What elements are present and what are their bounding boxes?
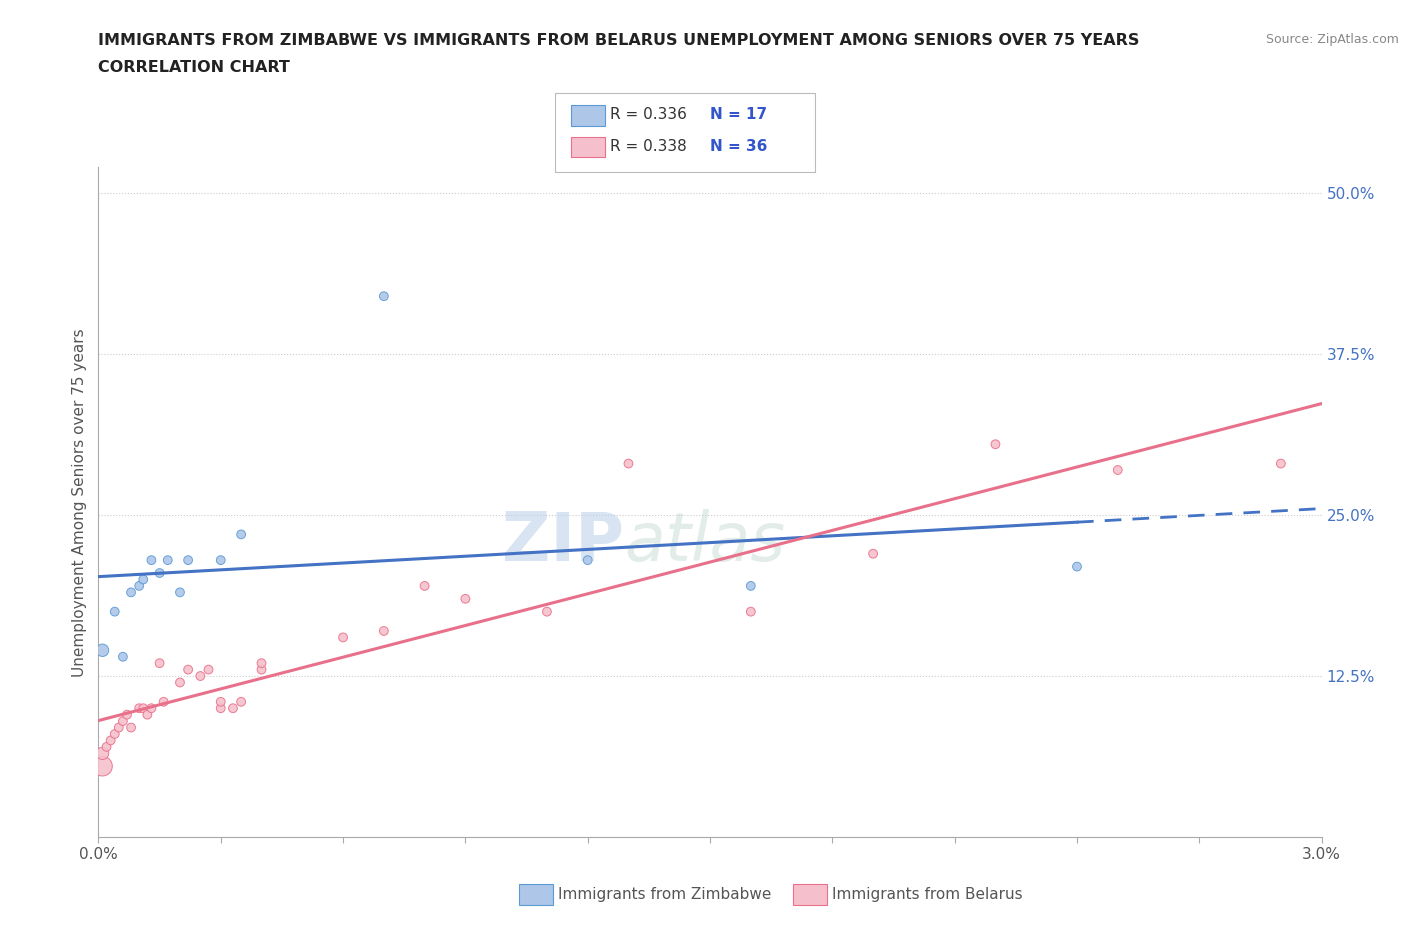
Text: N = 17: N = 17 (710, 107, 768, 122)
Point (250, 656, 273, 671)
Point (91, 746, 114, 761)
Point (141, 552, 163, 567)
Point (128, 701, 150, 716)
Point (141, 701, 163, 716)
Text: R = 0.338: R = 0.338 (610, 139, 688, 153)
Point (128, 578, 150, 593)
Text: atlas: atlas (624, 510, 786, 576)
Point (373, 623, 395, 638)
Point (156, 552, 179, 567)
Point (373, 288, 395, 303)
Point (576, 552, 599, 567)
Point (222, 701, 245, 716)
Text: Source: ZipAtlas.com: Source: ZipAtlas.com (1265, 33, 1399, 46)
Point (617, 456, 640, 471)
Y-axis label: Unemployment Among Seniors over 75 years: Unemployment Among Seniors over 75 years (72, 328, 87, 676)
Text: Immigrants from Belarus: Immigrants from Belarus (832, 887, 1024, 902)
Text: ZIP: ZIP (502, 510, 624, 576)
Point (177, 552, 200, 567)
Point (177, 662, 200, 677)
Point (536, 604, 558, 619)
Point (108, 720, 131, 735)
Point (984, 437, 1007, 452)
Text: CORRELATION CHART: CORRELATION CHART (98, 60, 290, 75)
Point (149, 656, 172, 671)
Point (169, 585, 191, 600)
Point (115, 707, 138, 722)
Text: R = 0.336: R = 0.336 (610, 107, 688, 122)
Point (136, 707, 159, 722)
Text: IMMIGRANTS FROM ZIMBABWE VS IMMIGRANTS FROM BELARUS UNEMPLOYMENT AMONG SENIORS O: IMMIGRANTS FROM ZIMBABWE VS IMMIGRANTS F… (98, 33, 1140, 47)
Point (1066, 559, 1088, 574)
Point (120, 720, 142, 735)
Point (740, 578, 762, 593)
Point (862, 546, 884, 561)
Point (413, 578, 436, 593)
Point (332, 630, 354, 644)
Point (152, 695, 174, 710)
Point (209, 552, 232, 567)
Point (454, 591, 477, 606)
Point (100, 733, 122, 748)
Point (250, 662, 273, 677)
Point (132, 572, 155, 587)
Point (231, 527, 253, 542)
Point (197, 662, 219, 677)
Point (740, 604, 762, 619)
Point (209, 695, 232, 710)
Point (104, 604, 127, 619)
Point (169, 675, 191, 690)
Point (1107, 462, 1129, 477)
Point (104, 726, 127, 741)
Point (188, 669, 212, 684)
Point (132, 701, 155, 716)
Point (1270, 456, 1292, 471)
Point (149, 565, 172, 580)
Point (120, 585, 142, 600)
Point (231, 695, 253, 710)
Point (209, 701, 232, 716)
Text: Immigrants from Zimbabwe: Immigrants from Zimbabwe (558, 887, 772, 902)
Text: N = 36: N = 36 (710, 139, 768, 153)
Point (111, 713, 134, 728)
Point (91, 643, 114, 658)
Point (111, 649, 134, 664)
Point (96, 739, 118, 754)
Point (91, 759, 114, 774)
